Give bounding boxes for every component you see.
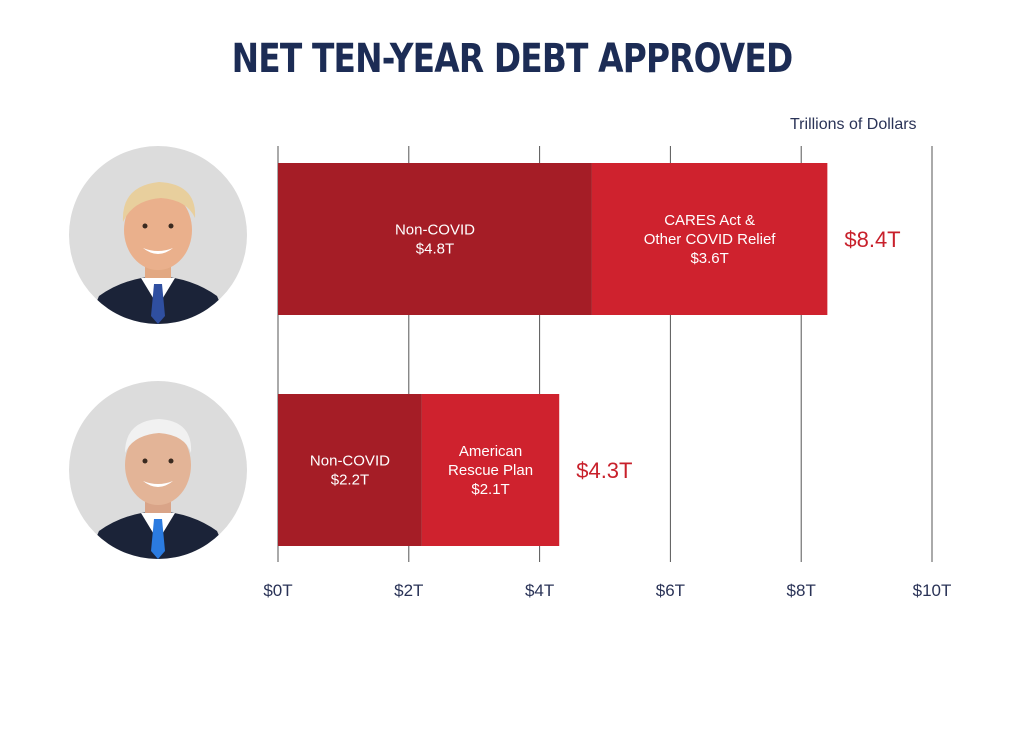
x-tick-label: $6T <box>656 581 685 600</box>
total-label: $8.4T <box>844 227 900 252</box>
chart-title: NET TEN-YEAR DEBT APPROVED <box>231 36 794 82</box>
x-tick-label: $2T <box>394 581 423 600</box>
segment-label: CARES Act & Other COVID Relief $3.6T <box>644 212 777 267</box>
bar-segment <box>591 163 828 315</box>
unit-label: Trillions of Dollars <box>790 116 917 133</box>
x-tick-label: $0T <box>263 581 292 600</box>
x-tick-label: $10T <box>913 581 952 600</box>
segment-label: Non-COVID $4.8T <box>395 222 475 258</box>
x-tick-label: $8T <box>787 581 816 600</box>
total-label: $4.3T <box>576 458 632 483</box>
biden-portrait-icon <box>69 381 247 559</box>
x-tick-label: $4T <box>525 581 554 600</box>
segment-label: Non-COVID $2.2T <box>310 453 390 489</box>
segment-label: American Rescue Plan $2.1T <box>448 443 533 498</box>
bar-segment <box>278 394 422 546</box>
trump-portrait-icon <box>69 146 247 324</box>
bar-segment <box>421 394 560 546</box>
bar-segment <box>278 163 592 315</box>
